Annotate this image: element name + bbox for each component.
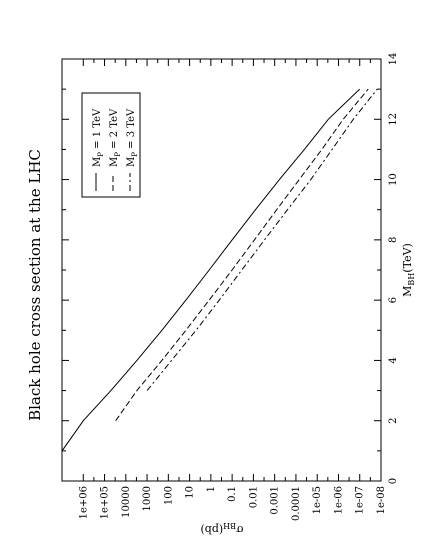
y-tick-label: 0.1 <box>227 486 238 502</box>
y-tick-label: 1e-06 <box>333 486 344 514</box>
y-axis-label: σBH(pb) <box>200 521 243 536</box>
y-tick-label: 1e-07 <box>355 486 366 514</box>
x-axis-label: MBH(TeV) <box>401 243 416 297</box>
y-tick-label: 1e-05 <box>312 486 323 514</box>
legend-label-1: MP = 1 TeV <box>92 108 105 167</box>
x-tick-label: 10 <box>388 173 399 186</box>
y-tick-label: 10000 <box>121 486 132 518</box>
legend-box <box>81 92 141 198</box>
y-tick-label: 1e-08 <box>376 486 387 514</box>
y-tick-label: 1 <box>206 486 217 492</box>
y-tick-label: 0.01 <box>248 486 259 508</box>
x-tick-label: 4 <box>388 357 399 363</box>
x-tick-label: 8 <box>388 237 399 243</box>
y-tick-label: 1e+05 <box>100 486 111 519</box>
y-tick-label: 100 <box>163 486 174 505</box>
series-line-1 <box>62 88 361 452</box>
x-tick-label: 2 <box>388 418 399 424</box>
y-tick-label: 0.001 <box>270 486 281 515</box>
y-tick-label: 1e+06 <box>78 486 89 519</box>
series-line-3 <box>146 88 378 391</box>
legend-label-3: MP = 3 TeV <box>126 108 139 167</box>
plot-area: 0 2 4 6 8 10 12 14 1e+06 1e+05 10000 1000 100 10 1 0.1 0… <box>61 53 416 536</box>
legend-label-2: MP = 2 TeV <box>109 108 122 167</box>
x-tick-label: 0 <box>388 478 399 484</box>
x-tick-label: 6 <box>388 297 399 303</box>
series-line-2 <box>115 88 369 421</box>
y-tick-label: 10 <box>185 486 196 499</box>
x-tick-label: 14 <box>388 53 399 66</box>
y-tick-label: 0.0001 <box>291 486 302 521</box>
x-tick-label: 12 <box>388 113 399 126</box>
y-tick-label: 1000 <box>142 486 153 511</box>
chart-title: Black hole cross section at the LHC <box>26 149 44 421</box>
